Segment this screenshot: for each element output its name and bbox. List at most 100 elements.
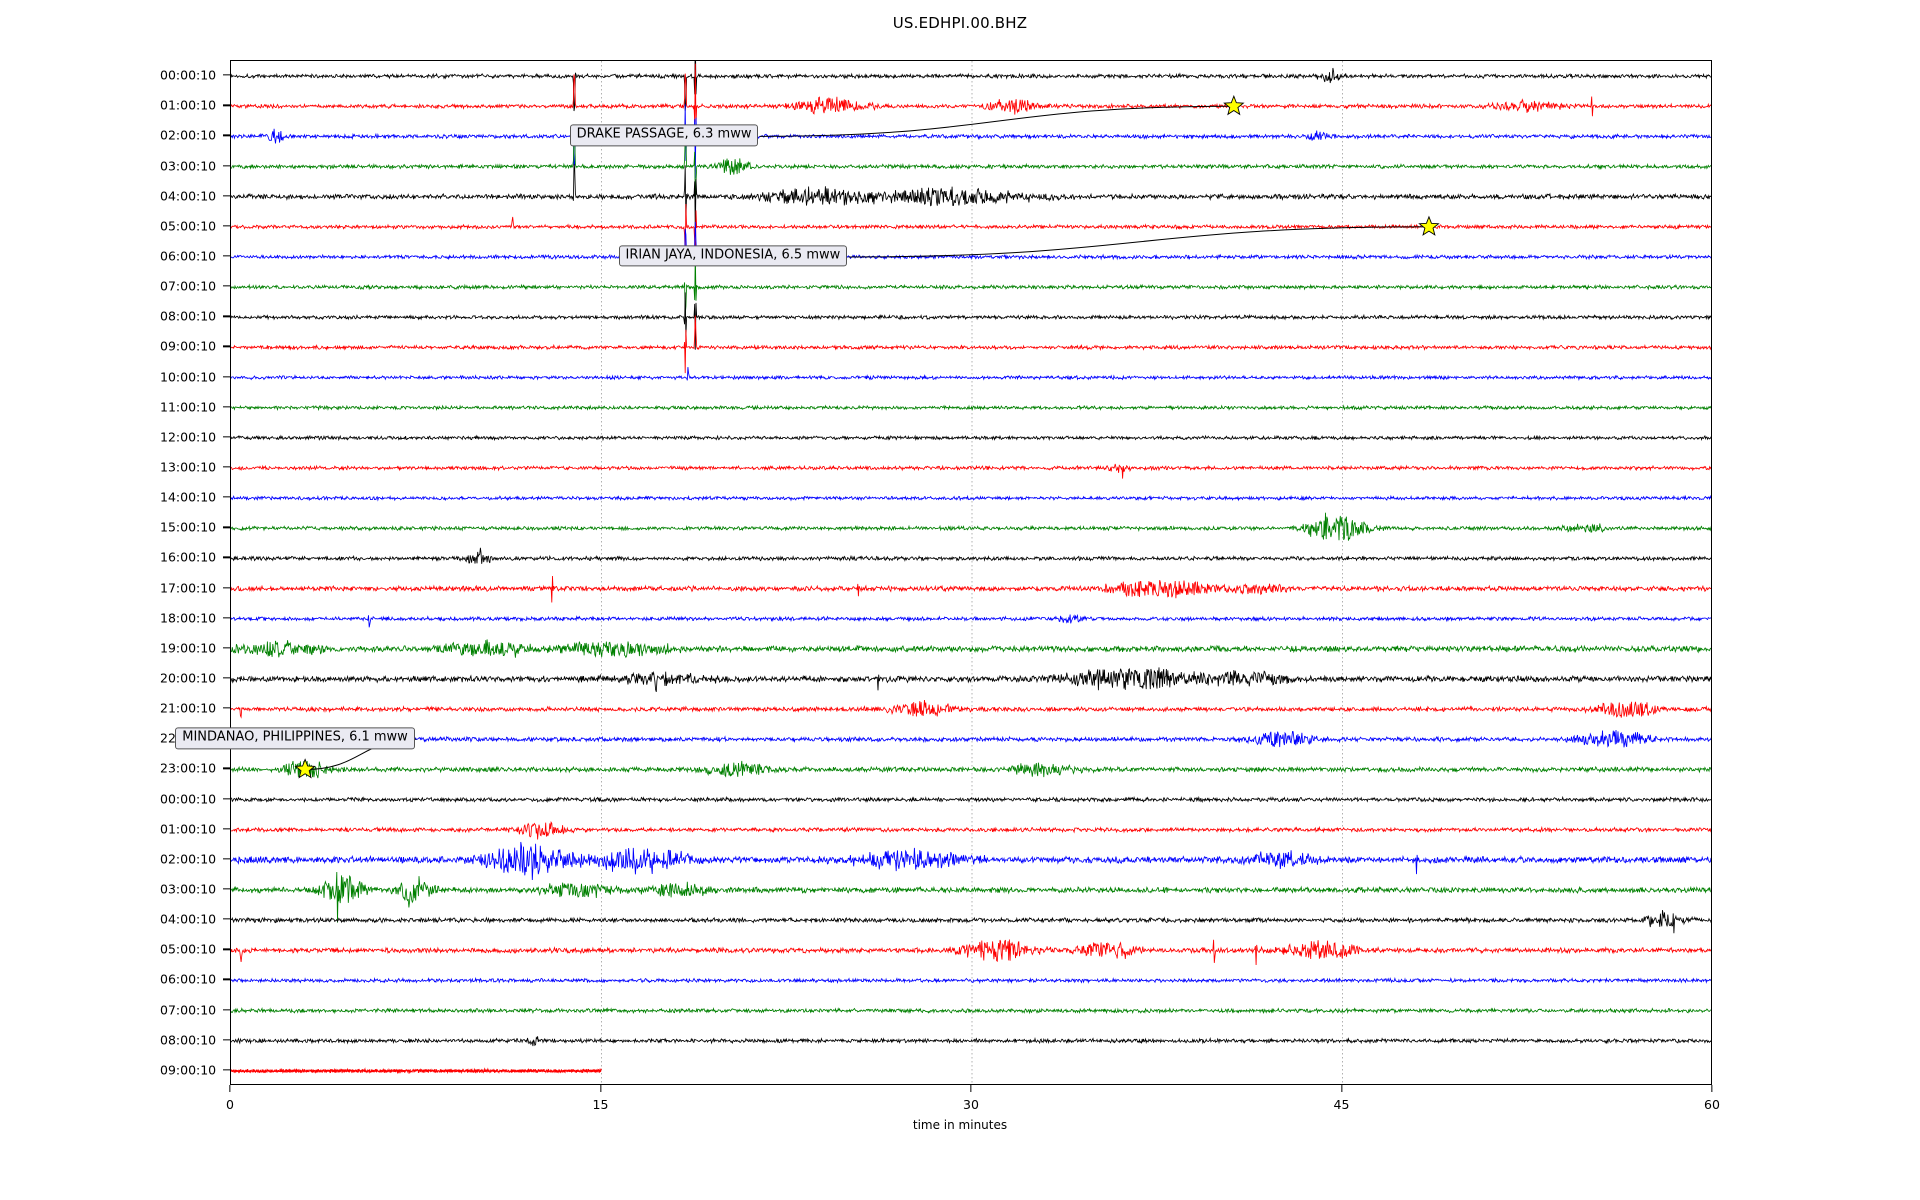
- seismic-trace: [231, 404, 1711, 412]
- x-tick-mark: [970, 1085, 972, 1092]
- y-tick-label: 00:00:10: [160, 67, 217, 83]
- x-tick-mark: [229, 1085, 231, 1092]
- y-tick-label: 04:00:10: [160, 188, 217, 204]
- y-tick-label: 18:00:10: [160, 610, 217, 626]
- y-tick-mark: [223, 285, 230, 287]
- x-tick-label: 15: [592, 1097, 609, 1112]
- event-star-marker[interactable]: [294, 758, 316, 779]
- y-tick-mark: [223, 797, 230, 800]
- y-tick-label: 07:00:10: [160, 1002, 217, 1018]
- y-tick-label: 07:00:10: [160, 278, 217, 294]
- y-tick-mark: [223, 315, 230, 317]
- event-annotation-1[interactable]: DRAKE PASSAGE, 6.3 mww: [569, 124, 759, 147]
- y-tick-label: 03:00:10: [160, 881, 217, 897]
- y-tick-mark: [223, 134, 230, 137]
- y-tick-label: 09:00:10: [160, 1062, 217, 1078]
- y-tick-label: 12:00:10: [160, 429, 217, 445]
- y-tick-label: 19:00:10: [160, 640, 217, 656]
- y-tick-mark: [223, 586, 230, 589]
- event-annotation-2[interactable]: IRIAN JAYA, INDONESIA, 6.5 mww: [618, 245, 848, 267]
- event-leader-line: [759, 105, 1234, 137]
- y-tick-label: 08:00:10: [160, 1032, 217, 1048]
- y-tick-mark: [223, 556, 230, 559]
- event-leader-line: [848, 226, 1429, 258]
- y-tick-label: 15:00:10: [160, 519, 217, 535]
- seismic-trace: [231, 639, 1711, 659]
- seismic-trace: [231, 795, 1711, 804]
- seismic-trace: [231, 252, 1711, 315]
- plot-area: [230, 60, 1712, 1085]
- seismic-trace: [231, 164, 1711, 236]
- y-tick-mark: [223, 888, 230, 890]
- x-tick-label: 45: [1333, 1097, 1350, 1112]
- seismic-trace: [231, 727, 1711, 748]
- y-tick-mark: [223, 1039, 230, 1041]
- y-tick-mark: [223, 918, 230, 920]
- page-title: US.EDHPI.00.BHZ: [892, 14, 1028, 32]
- seismic-trace: [231, 976, 1711, 985]
- y-tick-label: 11:00:10: [160, 399, 217, 415]
- y-tick-mark: [223, 345, 230, 348]
- y-tick-mark: [223, 104, 230, 106]
- x-axis-label: time in minutes: [912, 1118, 1008, 1132]
- y-tick-label: 02:00:10: [160, 127, 217, 143]
- y-tick-mark: [223, 617, 230, 619]
- y-tick-label: 03:00:10: [160, 158, 217, 173]
- y-tick-mark: [223, 677, 230, 679]
- y-tick-mark: [223, 707, 230, 709]
- y-tick-mark: [223, 496, 230, 498]
- y-tick-label: 05:00:10: [160, 218, 217, 234]
- seismic-trace: [231, 871, 1711, 923]
- event-annotation-3[interactable]: MINDANAO, PHILIPPINES, 6.1 mww: [175, 727, 415, 749]
- seismic-trace: [231, 104, 1711, 179]
- seismic-trace: [231, 700, 1711, 719]
- seismic-trace: [231, 63, 1711, 125]
- seismic-trace: [231, 221, 1711, 264]
- y-tick-mark: [223, 466, 230, 468]
- seismic-trace: [231, 292, 1711, 350]
- y-tick-label: 23:00:10: [160, 760, 217, 776]
- y-tick-label: 02:00:10: [160, 851, 217, 867]
- trace-canvas: [231, 61, 1711, 1084]
- y-tick-label: 20:00:10: [160, 670, 217, 686]
- seismic-trace: [231, 821, 1711, 840]
- x-tick-mark: [1340, 1085, 1343, 1092]
- y-tick-mark: [223, 978, 230, 981]
- y-tick-label: 09:00:10: [160, 338, 217, 354]
- y-tick-label: 01:00:10: [160, 97, 217, 113]
- y-tick-label: 14:00:10: [160, 489, 217, 505]
- event-star-marker[interactable]: [1418, 215, 1440, 236]
- y-tick-label: 05:00:10: [160, 941, 217, 957]
- y-tick-label: 10:00:10: [160, 369, 217, 385]
- event-star-marker[interactable]: [1223, 94, 1245, 116]
- seismic-trace: [231, 1067, 602, 1075]
- y-tick-mark: [223, 1008, 230, 1011]
- seismic-trace: [231, 667, 1711, 693]
- y-tick-label: 04:00:10: [160, 911, 217, 927]
- y-tick-mark: [223, 195, 230, 197]
- seismic-trace: [231, 841, 1711, 881]
- seismic-trace: [231, 1036, 1711, 1047]
- y-tick-mark: [223, 255, 230, 257]
- seismic-trace: [231, 760, 1711, 779]
- y-tick-mark: [223, 1069, 230, 1071]
- seismic-trace: [231, 135, 1711, 208]
- y-tick-label: 16:00:10: [160, 549, 217, 565]
- seismic-trace: [231, 494, 1711, 502]
- y-tick-label: 21:00:10: [160, 700, 217, 716]
- seismic-trace: [231, 1007, 1711, 1015]
- y-tick-mark: [223, 74, 230, 76]
- x-tick-label: 60: [1704, 1097, 1720, 1112]
- seismic-trace: [231, 434, 1711, 442]
- seismic-trace: [231, 939, 1711, 966]
- x-tick-label: 30: [963, 1097, 979, 1112]
- y-tick-mark: [223, 828, 230, 830]
- y-tick-label: 06:00:10: [160, 971, 217, 987]
- y-tick-label: 06:00:10: [160, 248, 217, 264]
- y-tick-mark: [223, 225, 230, 227]
- y-tick-mark: [223, 406, 230, 408]
- y-tick-mark: [223, 375, 230, 378]
- seismic-trace: [231, 512, 1711, 541]
- y-tick-mark: [223, 436, 230, 438]
